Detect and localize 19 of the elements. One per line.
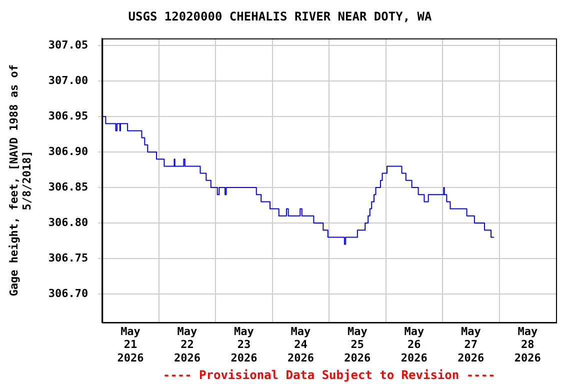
y-tick-label: 306.95 [48, 109, 88, 122]
y-tick-label: 306.90 [48, 144, 88, 158]
y-tick-label: 306.70 [48, 286, 88, 300]
x-tick-label: May 28 2026 [514, 324, 542, 364]
x-tick-label: May 23 2026 [230, 324, 258, 364]
chart-title: USGS 12020000 CHEHALIS RIVER NEAR DOTY, WA [128, 9, 432, 24]
x-tick-label: May 26 2026 [400, 324, 428, 364]
y-tick-label: 307.05 [48, 38, 88, 52]
y-tick-label: 307.00 [48, 74, 88, 87]
text: ---- Provisional Data Subject to Revision ---- [162, 368, 496, 382]
y-tick-label: 306.85 [48, 180, 88, 194]
y-tick-label: 306.75 [48, 251, 88, 264]
x-tick-label: May 24 2026 [287, 324, 314, 364]
y-tick-label: 306.80 [48, 216, 88, 229]
x-tick-label: May 22 2026 [174, 324, 201, 364]
x-tick-label: May 21 2026 [117, 324, 144, 364]
x-tick-label: May 27 2026 [458, 324, 485, 364]
x-tick-label: May 25 2026 [344, 324, 372, 364]
y-axis-title: Gage height, feet, [NAVD 1988 as of 5/8/2018] [7, 64, 34, 296]
